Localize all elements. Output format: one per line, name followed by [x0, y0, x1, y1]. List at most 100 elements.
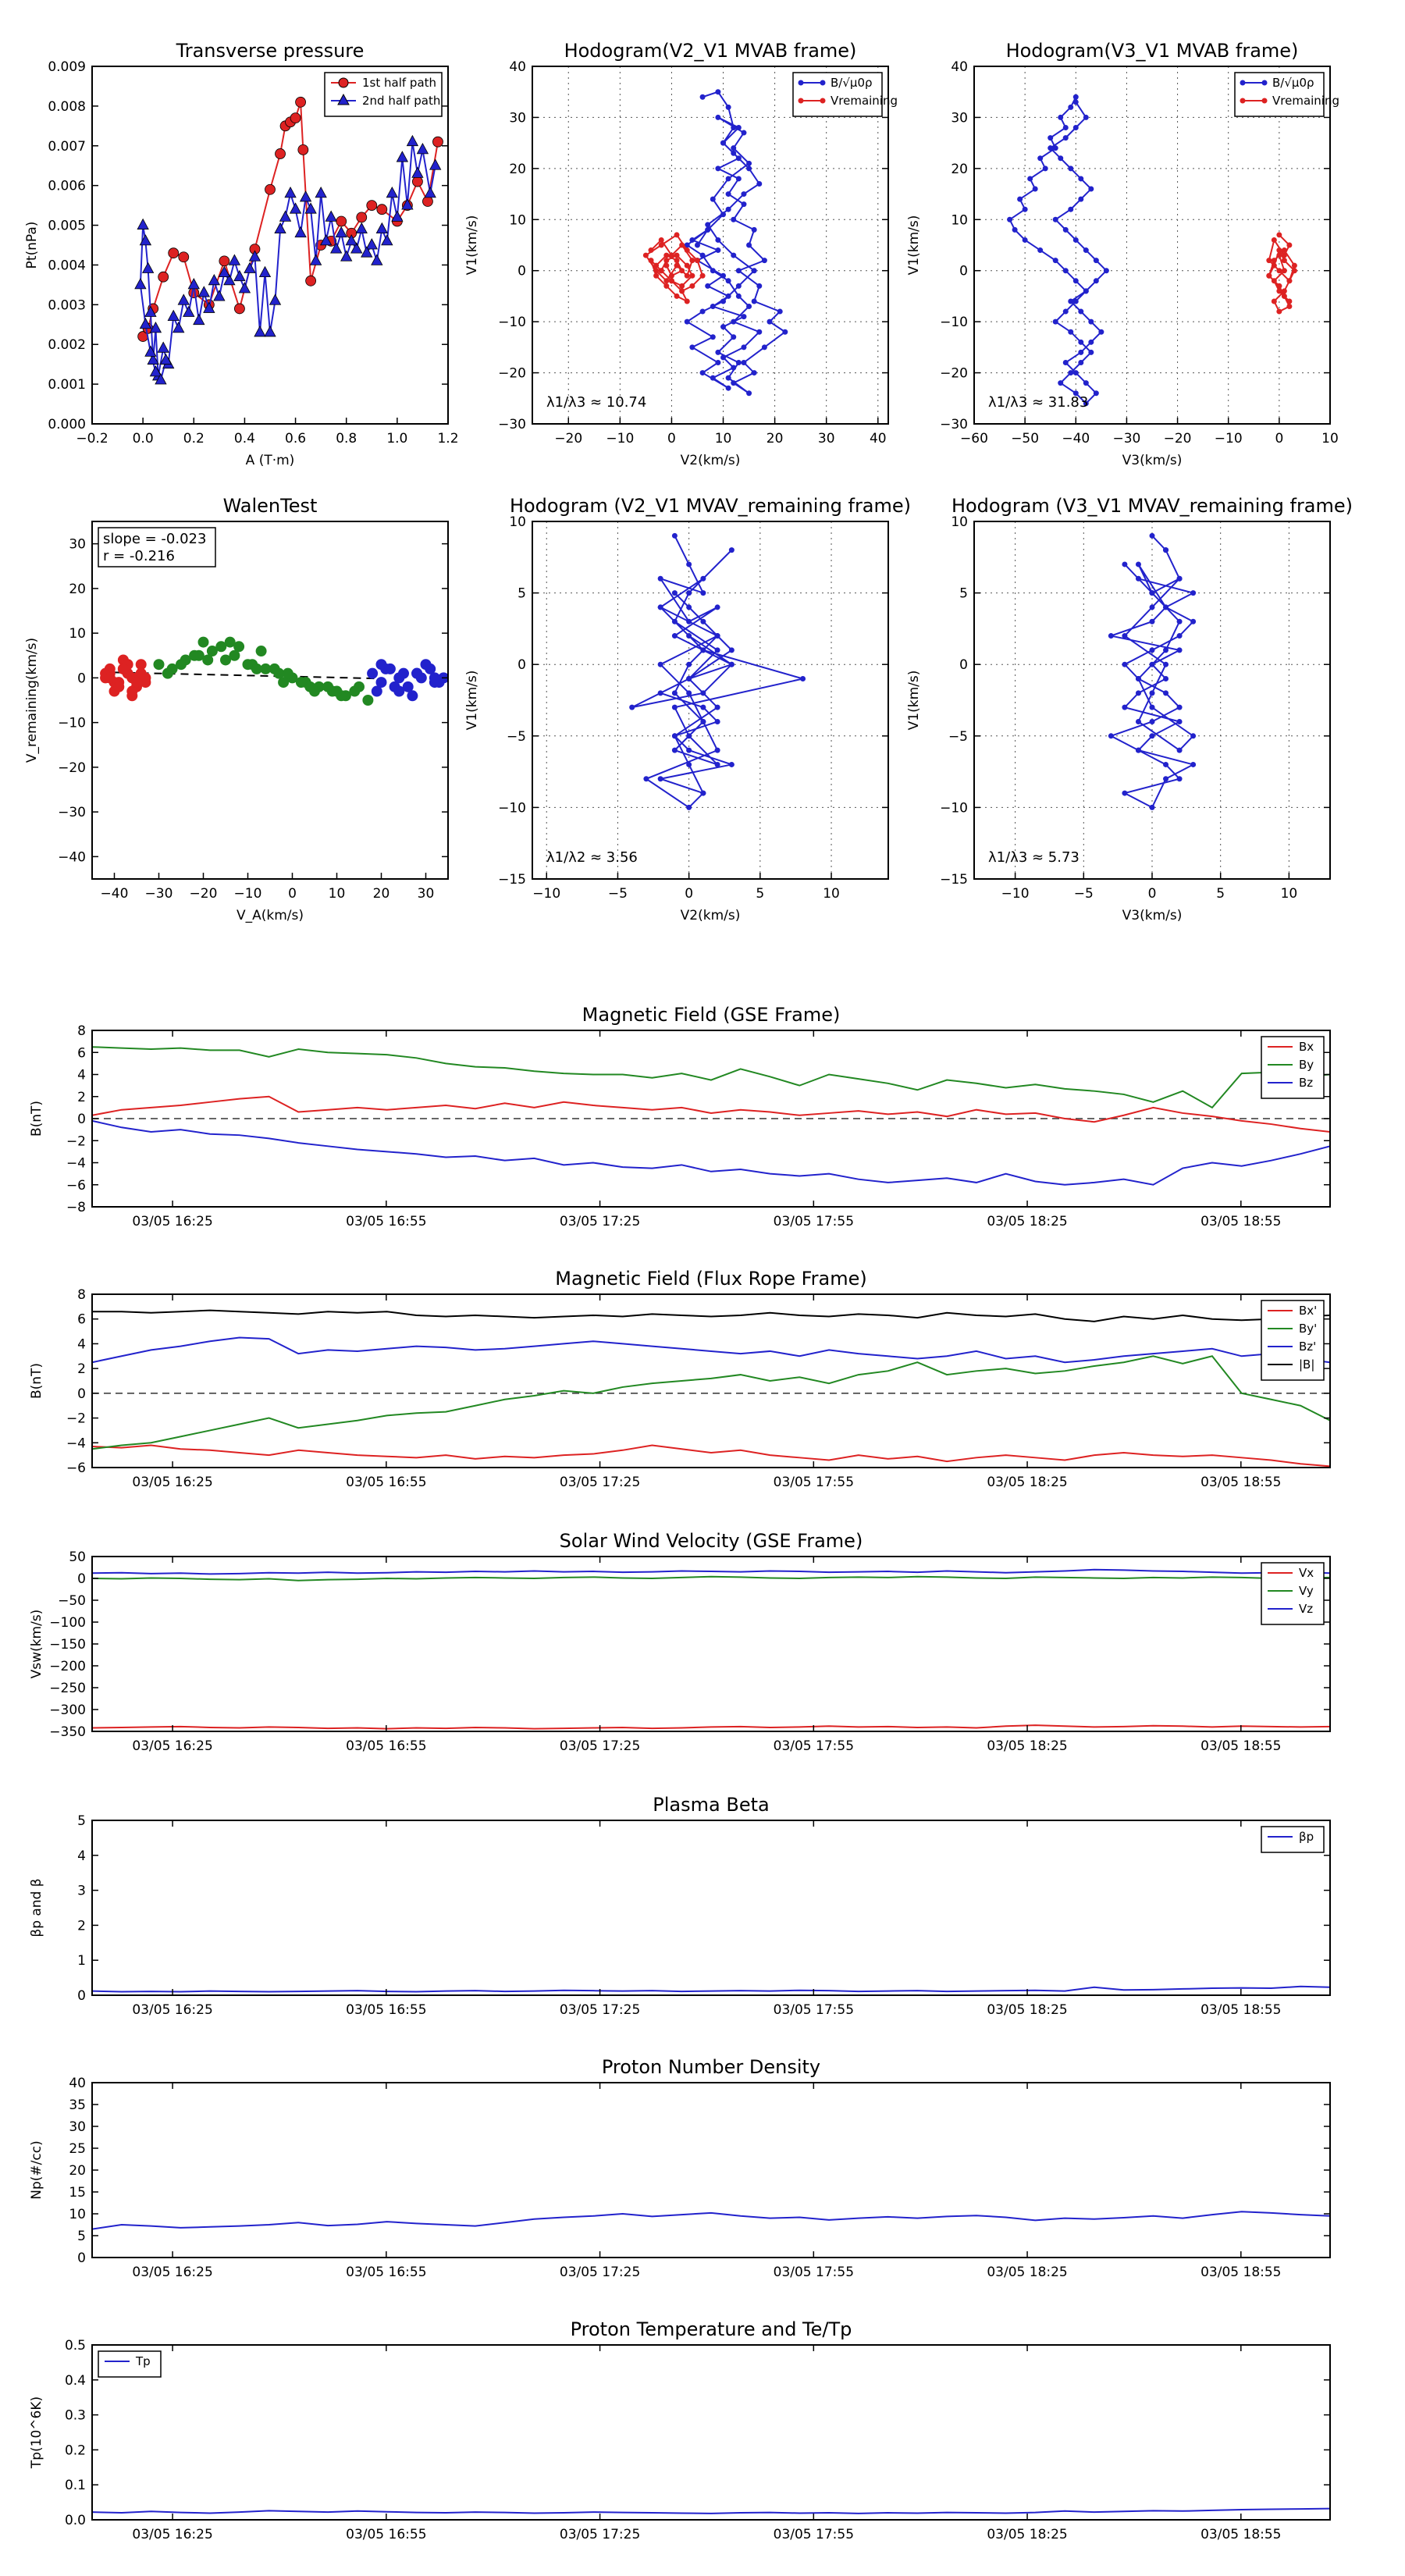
data-point — [686, 690, 692, 696]
data-point — [671, 618, 678, 624]
y-tick-label: −6 — [66, 1178, 86, 1194]
x-axis-label: V_A(km/s) — [237, 908, 304, 923]
y-tick-label: 30 — [509, 110, 526, 126]
x-tick-label: 0 — [1275, 431, 1283, 447]
data-point — [376, 204, 388, 215]
data-point — [714, 647, 720, 653]
x-tick-label: 0.6 — [285, 431, 306, 447]
data-point — [366, 200, 378, 212]
data-point — [1048, 135, 1054, 141]
data-point — [700, 647, 706, 653]
data-point — [264, 326, 276, 337]
data-point — [1190, 590, 1197, 596]
x-tick-label: 10 — [329, 886, 346, 902]
data-point — [1176, 618, 1183, 624]
data-point — [1163, 647, 1169, 653]
x-tick-label: 03/05 16:25 — [132, 1475, 212, 1490]
data-point — [407, 690, 418, 702]
data-point — [689, 237, 695, 243]
x-tick-label: −40 — [1062, 431, 1090, 447]
data-point — [189, 649, 201, 661]
data-point — [671, 704, 678, 710]
y-tick-label: 0.007 — [48, 139, 86, 155]
data-point — [699, 94, 706, 100]
annotation-text: λ1/λ3 ≈ 5.73 — [988, 849, 1080, 866]
x-tick-label: −20 — [1164, 431, 1192, 447]
series-line-3 — [92, 1309, 1330, 1322]
data-point — [1135, 690, 1141, 696]
series-line-2 — [92, 1119, 1330, 1186]
y-tick-label: 0.5 — [65, 2338, 86, 2354]
data-point — [657, 776, 663, 782]
data-point — [279, 210, 292, 222]
data-point — [219, 255, 230, 267]
data-point — [657, 690, 663, 696]
data-point — [147, 353, 159, 365]
x-tick-label: 03/05 16:55 — [346, 2265, 426, 2280]
data-point — [1149, 690, 1155, 696]
x-tick-label: 30 — [418, 886, 435, 902]
data-point — [694, 242, 700, 248]
data-point — [746, 304, 752, 310]
y-tick-label: 5 — [959, 586, 968, 602]
data-point — [183, 305, 195, 317]
data-point — [1052, 216, 1058, 222]
legend-label: Tp — [135, 2354, 151, 2368]
data-point — [1088, 339, 1094, 345]
data-point — [224, 636, 236, 648]
data-point — [331, 685, 343, 697]
y-tick-label: 5 — [77, 2229, 86, 2244]
y-tick-label: 1 — [77, 1953, 86, 1969]
data-point — [1058, 114, 1064, 120]
data-point — [355, 222, 368, 234]
data-point — [126, 685, 138, 697]
y-tick-label: −20 — [58, 760, 86, 776]
x-tick-label: 03/05 17:55 — [774, 2265, 854, 2280]
y-tick-label: −10 — [58, 716, 86, 731]
x-tick-label: 03/05 18:25 — [987, 2265, 1067, 2280]
data-point — [741, 344, 747, 350]
data-point — [725, 176, 731, 182]
data-point — [663, 283, 670, 289]
axes-frame — [91, 66, 449, 425]
x-tick-label: −50 — [1011, 431, 1039, 447]
legend-label: βp — [1299, 1830, 1314, 1844]
data-point — [1149, 718, 1155, 724]
x-tick-label: 03/05 16:55 — [346, 1475, 426, 1490]
x-tick-label: 03/05 17:25 — [560, 2002, 640, 2018]
data-point — [158, 271, 169, 283]
y-axis-label: V_remaining(km/s) — [24, 638, 40, 763]
legend: Vx Vy Vz — [1261, 1562, 1325, 1625]
data-point — [679, 242, 685, 248]
data-point — [735, 155, 742, 162]
data-point — [720, 324, 727, 330]
legend-box — [1261, 1826, 1325, 1853]
data-point — [686, 676, 692, 682]
data-point — [700, 790, 706, 796]
panel-bfr: 03/05 16:25 03/05 16:55 03/05 17:25 03/05 1… — [29, 1268, 1331, 1490]
y-tick-label: 10 — [69, 2207, 86, 2222]
y-axis-label: Pt(nPa) — [24, 222, 40, 269]
data-point — [658, 242, 664, 248]
data-point — [157, 341, 169, 353]
y-tick-label: −10 — [940, 800, 968, 816]
data-point — [684, 242, 690, 248]
axes-frame — [91, 2082, 1331, 2258]
data-point — [1072, 298, 1079, 304]
data-point — [155, 373, 167, 385]
data-point — [731, 216, 737, 222]
data-point — [1135, 718, 1141, 724]
y-tick-label: −50 — [58, 1593, 86, 1609]
data-point — [229, 649, 240, 661]
x-tick-label: 0 — [1148, 886, 1157, 902]
data-point — [336, 215, 347, 227]
y-tick-label: −30 — [940, 417, 968, 432]
x-tick-label: 10 — [1281, 886, 1298, 902]
data-point — [1062, 268, 1069, 274]
y-tick-label: −200 — [49, 1659, 86, 1674]
data-point — [233, 269, 246, 282]
y-tick-label: 50 — [69, 1550, 86, 1565]
y-tick-label: −15 — [498, 872, 526, 888]
y-tick-label: 40 — [509, 59, 526, 75]
x-tick-label: −5 — [1074, 886, 1094, 902]
